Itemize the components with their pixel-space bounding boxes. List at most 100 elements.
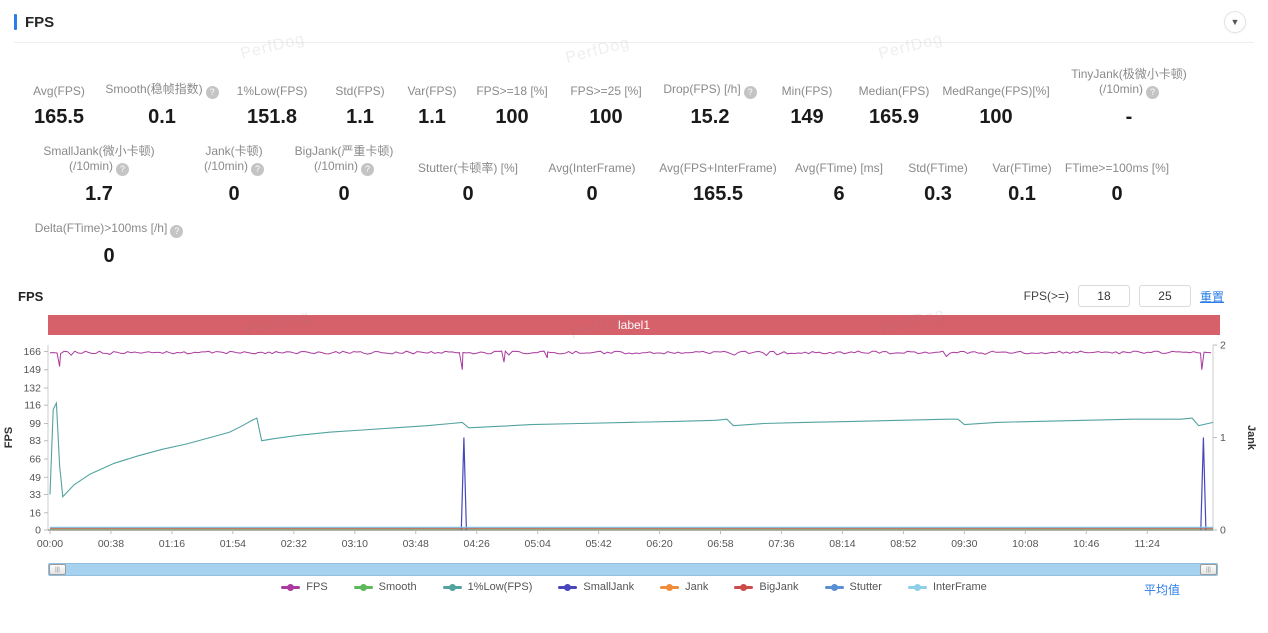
legend-item-stutter[interactable]: Stutter bbox=[824, 581, 882, 593]
chevron-down-icon: ▼ bbox=[1230, 17, 1240, 27]
y-axis-right-title: Jank bbox=[1245, 425, 1257, 451]
legend-label: Stutter bbox=[849, 581, 882, 593]
y-tick-label: 0 bbox=[1220, 525, 1226, 537]
x-tick-label: 03:10 bbox=[342, 538, 368, 550]
help-icon[interactable]: ? bbox=[170, 225, 184, 238]
help-icon[interactable]: ? bbox=[251, 163, 264, 176]
stat-item: Drop(FPS) [/h]? 15.2 bbox=[656, 82, 764, 128]
stat-label: Jank(卡顿) (/10min)? bbox=[203, 144, 264, 176]
reset-button[interactable]: 重置 bbox=[1199, 289, 1224, 304]
stat-label: BigJank(严重卡顿) (/10min)? bbox=[294, 144, 394, 176]
stat-label: FPS>=25 [%] bbox=[570, 84, 642, 98]
legend-item-smalljank[interactable]: SmallJank bbox=[558, 581, 634, 593]
stat-item: Avg(FTime) [ms] 6 bbox=[784, 161, 894, 205]
stat-item: Var(FPS) 1.1 bbox=[396, 84, 468, 128]
stat-label: Var(FPS) bbox=[407, 84, 457, 98]
legend-item-fps[interactable]: FPS bbox=[281, 581, 328, 593]
stat-row: Avg(FPS) 165.5 Smooth(稳帧指数)? 0.1 1%Low(FPS) 1… bbox=[14, 67, 1268, 128]
fps-line-chart[interactable]: 0 16 33 49 66 83 99 116 132 149 166 0 1 2 00:00 00:38 01… bbox=[0, 335, 1268, 557]
stat-value: 165.5 bbox=[33, 106, 85, 128]
legend-item-interframe[interactable]: InterFrame bbox=[907, 581, 987, 593]
stat-item: Avg(FPS) 165.5 bbox=[14, 84, 104, 128]
help-icon[interactable]: ? bbox=[116, 163, 129, 176]
y-tick-label: 132 bbox=[23, 383, 41, 395]
legend-label: FPS bbox=[306, 581, 328, 593]
help-icon[interactable]: ? bbox=[1146, 86, 1159, 99]
stat-value: 1.7 bbox=[85, 183, 113, 205]
stat-label: MedRange(FPS)[%] bbox=[942, 84, 1050, 98]
legend-marker-icon bbox=[442, 583, 462, 591]
stat-value: 100 bbox=[589, 106, 623, 128]
series-1%low(fps) bbox=[49, 400, 1214, 498]
stat-item: Std(FPS) 1.1 bbox=[324, 84, 396, 128]
stat-value: 6 bbox=[833, 183, 845, 205]
stat-item: Std(FTime) 0.3 bbox=[894, 161, 982, 205]
x-tick-label: 03:48 bbox=[403, 538, 429, 550]
legend-marker-icon bbox=[281, 583, 301, 591]
grip-icon: ||| bbox=[55, 567, 60, 573]
chart-legend: FPS Smooth 1%Low(FPS) SmallJank Jank BigJank S… bbox=[0, 581, 1268, 593]
scrollbar-thumb[interactable] bbox=[66, 564, 1200, 575]
help-icon[interactable]: ? bbox=[205, 86, 219, 99]
legend-marker-icon bbox=[824, 583, 844, 591]
page-header: FPS ▼ bbox=[0, 0, 1268, 33]
legend-item-smooth[interactable]: Smooth bbox=[353, 581, 417, 593]
stat-label: Std(FTime) bbox=[908, 161, 968, 175]
stat-item: Avg(FPS+InterFrame) 165.5 bbox=[652, 161, 784, 205]
stat-value: 149 bbox=[790, 106, 824, 128]
stat-value: 1.1 bbox=[418, 106, 446, 128]
stat-value: 0 bbox=[462, 183, 474, 205]
stat-value: 0 bbox=[1111, 183, 1123, 205]
fps-threshold-label: FPS(>=) bbox=[1023, 289, 1069, 303]
stat-item: FPS>=18 [%] 100 bbox=[468, 84, 556, 128]
chart-scrollbar-track[interactable]: ||| ||| bbox=[48, 563, 1218, 576]
legend-label: Smooth bbox=[378, 581, 417, 593]
stat-label: Avg(FTime) [ms] bbox=[794, 161, 883, 175]
stat-value: 0.1 bbox=[1008, 183, 1036, 205]
annotation-band: label1 bbox=[48, 315, 1220, 335]
stat-value: 0 bbox=[586, 183, 598, 205]
x-tick-label: 00:00 bbox=[37, 538, 63, 550]
stat-label: Min(FPS) bbox=[781, 84, 833, 98]
legend-marker-icon bbox=[907, 583, 927, 591]
stat-item: Delta(FTime)>100ms [/h]? 0 bbox=[14, 221, 204, 267]
stat-label: Stutter(卡顿率) [%] bbox=[417, 161, 518, 175]
help-icon[interactable]: ? bbox=[361, 163, 374, 176]
grip-icon: ||| bbox=[1206, 567, 1211, 573]
legend-label: Jank bbox=[685, 581, 709, 593]
average-link[interactable]: 平均值 bbox=[1143, 583, 1180, 597]
legend-marker-icon bbox=[558, 583, 578, 591]
stat-value: 100 bbox=[495, 106, 529, 128]
collapse-section-button[interactable]: ▼ bbox=[1224, 11, 1246, 33]
y-tick-label: 0 bbox=[35, 525, 41, 537]
stat-item: MedRange(FPS)[%] 100 bbox=[938, 84, 1054, 128]
fps-stats-grid: Avg(FPS) 165.5 Smooth(稳帧指数)? 0.1 1%Low(FPS) 1… bbox=[0, 43, 1268, 267]
fps-threshold-input-2[interactable] bbox=[1138, 285, 1191, 307]
x-tick-label: 08:14 bbox=[829, 538, 855, 550]
legend-item-1%low(fps)[interactable]: 1%Low(FPS) bbox=[442, 581, 532, 593]
scrollbar-left-handle[interactable]: ||| bbox=[49, 564, 66, 575]
stat-value: - bbox=[1125, 106, 1133, 128]
stat-value: 1.1 bbox=[346, 106, 374, 128]
scrollbar-right-handle[interactable]: ||| bbox=[1200, 564, 1217, 575]
stat-label: Avg(InterFrame) bbox=[548, 161, 636, 175]
stat-item: TinyJank(极微小卡顿) (/10min)? - bbox=[1054, 67, 1204, 128]
stat-item: Median(FPS) 165.9 bbox=[850, 84, 938, 128]
stat-label: Smooth(稳帧指数)? bbox=[104, 82, 220, 99]
stat-value: 165.5 bbox=[692, 183, 744, 205]
x-tick-label: 06:58 bbox=[707, 538, 733, 550]
legend-label: SmallJank bbox=[583, 581, 635, 593]
x-tick-label: 04:26 bbox=[464, 538, 490, 550]
fps-threshold-input-1[interactable] bbox=[1077, 285, 1130, 307]
y-tick-label: 49 bbox=[29, 472, 41, 484]
legend-marker-icon bbox=[353, 583, 373, 591]
legend-item-jank[interactable]: Jank bbox=[660, 581, 708, 593]
stat-label: Drop(FPS) [/h]? bbox=[656, 82, 764, 99]
x-tick-label: 05:42 bbox=[585, 538, 611, 550]
series-smalljank bbox=[1200, 437, 1207, 531]
stat-value: 15.2 bbox=[690, 106, 730, 128]
x-tick-label: 06:20 bbox=[646, 538, 672, 550]
legend-item-bigjank[interactable]: BigJank bbox=[734, 581, 799, 593]
stat-item: Var(FTime) 0.1 bbox=[982, 161, 1062, 205]
help-icon[interactable]: ? bbox=[743, 86, 757, 99]
